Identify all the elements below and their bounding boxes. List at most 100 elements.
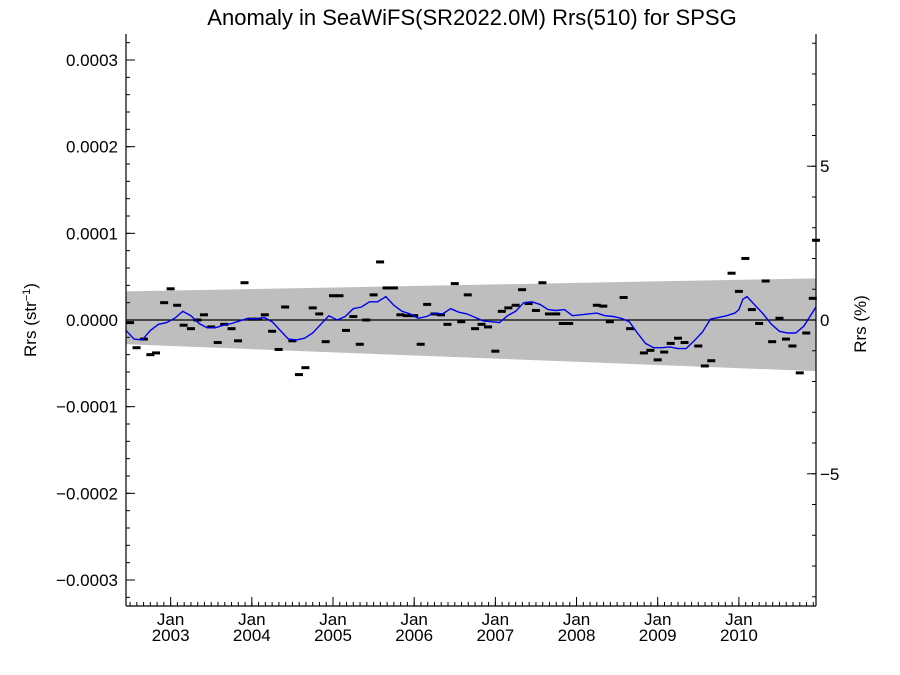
data-point (126, 321, 135, 325)
data-point (727, 271, 736, 275)
data-point (362, 318, 371, 322)
x-tick-label-month: Jan (319, 610, 346, 629)
data-point (599, 304, 608, 308)
y-tick-label: −0.0002 (56, 484, 118, 503)
data-point (396, 313, 405, 317)
y-tick-label: −0.0001 (56, 398, 118, 417)
data-point (146, 353, 155, 357)
chart-title: Anomaly in SeaWiFS(SR2022.0M) Rrs(510) f… (207, 5, 736, 30)
data-point (416, 342, 425, 346)
data-point (524, 302, 533, 306)
x-tick-label-month: Jan (157, 610, 184, 629)
y-tick-label: 0.0000 (66, 311, 118, 330)
data-point (592, 303, 601, 307)
data-point (430, 312, 439, 316)
y-tick-label: 0.0003 (66, 51, 118, 70)
data-point (382, 286, 391, 290)
x-tick-label-year: 2004 (233, 626, 271, 645)
data-point (376, 260, 385, 264)
x-tick-label-year: 2009 (639, 626, 677, 645)
data-point (497, 309, 506, 313)
data-point (315, 312, 324, 316)
y2-axis-label: Rrs (%) (851, 295, 870, 353)
data-point (734, 289, 743, 293)
x-tick-label-year: 2010 (720, 626, 758, 645)
y-axis-label-superscript: −1 (21, 289, 33, 302)
data-point (518, 288, 527, 292)
running-mean-line (125, 295, 817, 350)
data-point (240, 281, 249, 285)
data-point (199, 313, 208, 317)
data-point (511, 303, 520, 307)
y2-tick-label: −5 (820, 465, 839, 484)
data-point (457, 320, 466, 324)
data-point (301, 366, 310, 370)
data-point (260, 313, 269, 317)
y-axis-label: Rrs (str−1) (21, 283, 40, 357)
data-point (775, 316, 784, 320)
data-point (423, 302, 432, 306)
data-point (234, 339, 243, 343)
data-point (477, 322, 486, 326)
data-point (694, 344, 703, 348)
data-point (504, 306, 513, 310)
data-point (544, 312, 553, 316)
data-point (761, 279, 770, 283)
data-point (349, 315, 358, 319)
x-tick-label-month: Jan (725, 610, 752, 629)
data-point (308, 306, 317, 310)
data-point (747, 308, 756, 312)
data-point (660, 350, 669, 354)
data-point (193, 318, 202, 322)
data-point (341, 328, 350, 332)
data-point (436, 313, 445, 317)
data-point (186, 327, 195, 331)
x-tick-label-month: Jan (400, 610, 427, 629)
uncertainty-band (126, 278, 816, 372)
data-point (321, 340, 330, 344)
data-point (700, 364, 709, 368)
data-point (450, 282, 459, 286)
data-point (755, 321, 764, 325)
data-point (369, 293, 378, 297)
data-point (329, 294, 337, 298)
data-point (227, 327, 236, 331)
x-tick-label-year: 2007 (476, 626, 514, 645)
data-point (565, 321, 574, 325)
data-point (166, 287, 175, 291)
data-point (274, 347, 283, 351)
data-point (619, 295, 628, 299)
data-point (626, 327, 635, 331)
data-point (653, 358, 662, 362)
x-tick-label-month: Jan (563, 610, 590, 629)
data-point (768, 340, 777, 344)
data-point (355, 342, 364, 346)
data-point (781, 337, 790, 341)
data-point (788, 344, 797, 348)
x-tick-label-year: 2008 (558, 626, 596, 645)
x-tick-label-year: 2003 (152, 626, 190, 645)
data-point (808, 296, 817, 300)
y-tick-label: 0.0001 (66, 224, 118, 243)
data-point (152, 351, 161, 355)
data-point (558, 321, 567, 325)
data-point (802, 331, 811, 335)
data-point (674, 336, 682, 340)
data-point (402, 314, 411, 318)
data-point (139, 337, 148, 341)
data-point (605, 320, 614, 324)
data-point (281, 305, 290, 309)
x-tick-label-month: Jan (644, 610, 671, 629)
data-point (707, 359, 716, 363)
y2-tick-label: 5 (820, 157, 829, 176)
data-point (335, 294, 344, 298)
data-point (680, 341, 689, 345)
data-point (179, 323, 188, 327)
x-tick-label-month: Jan (482, 610, 509, 629)
data-point (463, 293, 472, 297)
plot-area: 0.0003 0.0002 0.0001 0.0000 −0.0001 −0.0002 −0… (56, 34, 839, 645)
x-tick-label-year: 2006 (395, 626, 433, 645)
data-point (552, 312, 561, 316)
x-tick-label-month: Jan (238, 610, 265, 629)
